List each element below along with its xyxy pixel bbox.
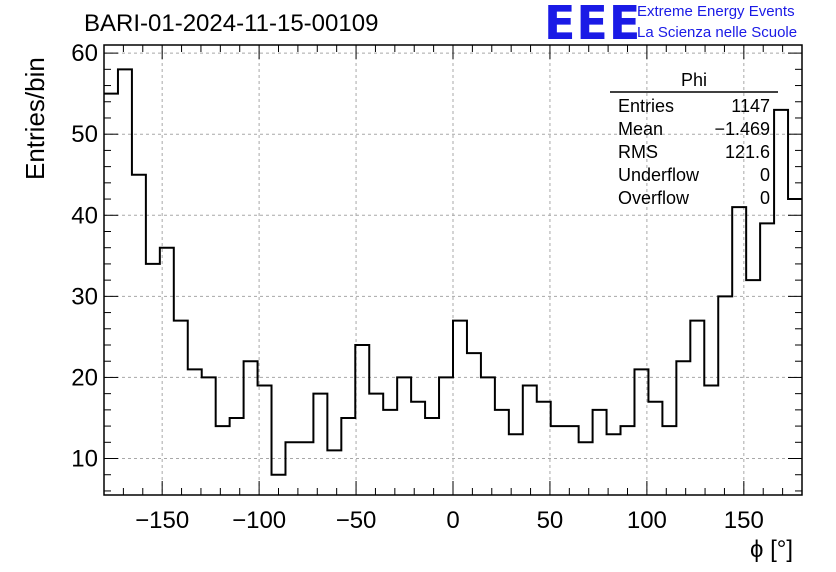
- histogram-bin: [299, 442, 313, 495]
- eee-logo: EEE: [544, 0, 642, 50]
- histogram-bin: [718, 296, 732, 495]
- histogram-bin: [662, 426, 676, 495]
- stats-row-label: Underflow: [618, 165, 700, 185]
- histogram-bin: [355, 345, 369, 495]
- histogram-bin: [634, 369, 648, 495]
- x-tick-label: 100: [627, 507, 667, 534]
- histogram-bin: [621, 426, 635, 495]
- stats-row-value: 121.6: [725, 142, 770, 162]
- stats-row-label: Mean: [618, 119, 663, 139]
- histogram-bin: [146, 264, 160, 495]
- histogram-bin: [774, 110, 788, 495]
- y-tick-label: 10: [71, 446, 98, 473]
- y-tick-label: 40: [71, 202, 98, 229]
- y-tick-label: 50: [71, 121, 98, 148]
- histogram-bin: [202, 377, 216, 495]
- histogram-bin: [579, 442, 593, 495]
- histogram-bin: [537, 402, 551, 495]
- y-tick-label: 30: [71, 283, 98, 310]
- logo-subtitle-1: Extreme Energy Events: [637, 3, 795, 20]
- histogram-bin: [132, 175, 146, 495]
- stats-row-value: 0: [760, 165, 770, 185]
- histogram-bin: [383, 410, 397, 495]
- histogram-bin: [425, 418, 439, 495]
- histogram-bin: [369, 394, 383, 495]
- histogram-bin: [258, 386, 272, 495]
- histogram-bin: [188, 369, 202, 495]
- histogram-bin: [327, 450, 341, 495]
- histogram-bin: [104, 94, 118, 495]
- histogram-bin: [746, 280, 760, 495]
- stats-row-label: RMS: [618, 142, 658, 162]
- histogram-bin: [551, 426, 565, 495]
- histogram-bin: [341, 418, 355, 495]
- x-tick-label: −100: [232, 507, 286, 534]
- histogram-bin: [285, 442, 299, 495]
- x-tick-label: 150: [724, 507, 764, 534]
- histogram-bin: [467, 353, 481, 495]
- histogram-bin: [760, 223, 774, 495]
- stats-row-label: Overflow: [618, 188, 690, 208]
- histogram-bin: [509, 434, 523, 495]
- x-tick-label: −50: [336, 507, 377, 534]
- histogram-bin: [411, 402, 425, 495]
- x-tick-label: −150: [135, 507, 189, 534]
- histogram-bin: [174, 321, 188, 495]
- stats-row-label: Entries: [618, 96, 674, 116]
- histogram-bin: [648, 402, 662, 495]
- y-tick-label: 60: [71, 40, 98, 67]
- histogram-bin: [244, 361, 258, 495]
- stats-row-value: −1.469: [714, 119, 770, 139]
- histogram-outline: [104, 68, 802, 476]
- histogram-bin: [704, 386, 718, 495]
- histogram-bin: [607, 434, 621, 495]
- histogram-bin: [788, 199, 802, 495]
- histogram-bin: [230, 418, 244, 495]
- histogram-bin: [676, 361, 690, 495]
- x-axis-label: ϕ [°]: [750, 536, 794, 563]
- histogram-bin: [495, 410, 509, 495]
- histogram-bin: [732, 207, 746, 495]
- histogram-bin: [160, 248, 174, 495]
- x-tick-label: 50: [537, 507, 564, 534]
- histogram-bin: [397, 377, 411, 495]
- histogram-bin: [313, 394, 327, 495]
- stats-row-value: 1147: [731, 96, 770, 116]
- y-tick-label: 20: [71, 364, 98, 391]
- histogram-bin: [565, 426, 579, 495]
- logo-subtitle-2: La Scienza nelle Scuole: [637, 24, 798, 41]
- histogram-bin: [118, 69, 132, 495]
- histogram-bin: [593, 410, 607, 495]
- chart-title: BARI-01-2024-11-15-00109: [84, 10, 379, 37]
- x-tick-label: 0: [446, 507, 459, 534]
- histogram-bin: [690, 321, 704, 495]
- histogram-bin: [523, 386, 537, 495]
- histogram-bin: [439, 377, 453, 495]
- stats-row-value: 0: [760, 188, 770, 208]
- histogram-bin: [481, 377, 495, 495]
- histogram-bin: [216, 426, 230, 495]
- histogram-bin: [453, 321, 467, 495]
- stats-box-title: Phi: [681, 70, 707, 90]
